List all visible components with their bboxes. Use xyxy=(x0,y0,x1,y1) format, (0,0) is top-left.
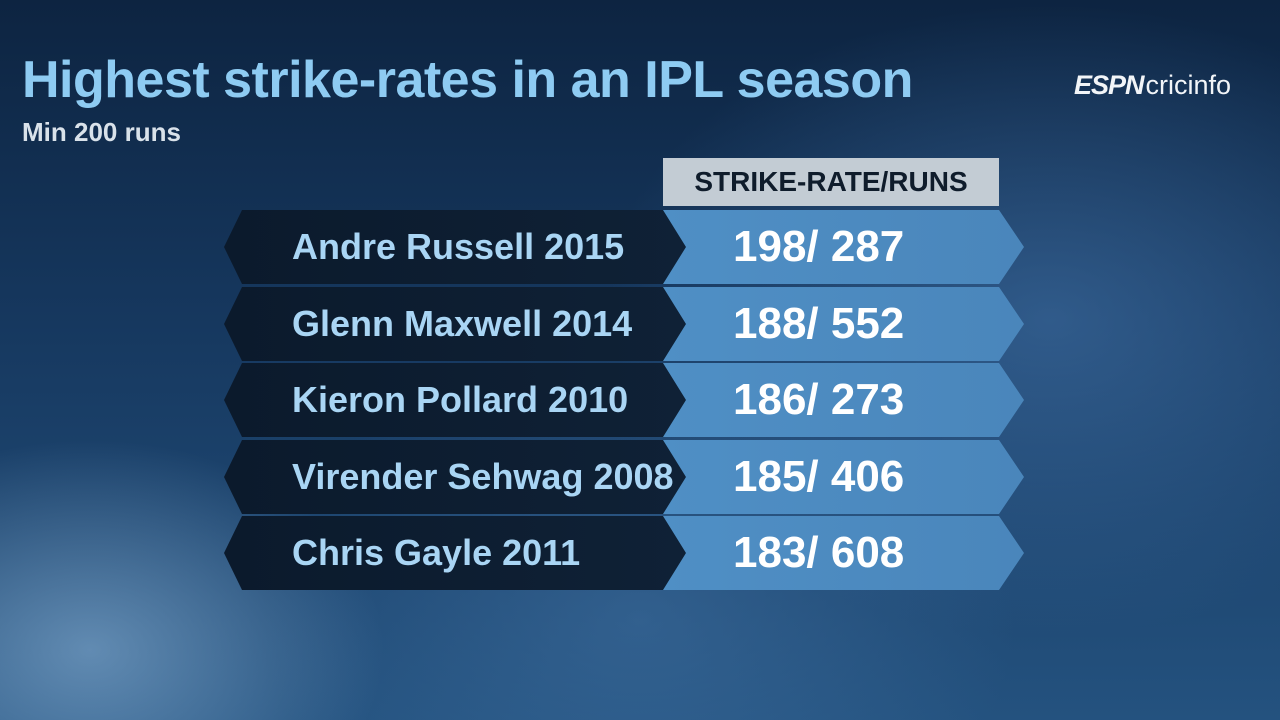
player-name-cell xyxy=(224,516,686,590)
value-cell: 188/ 552 xyxy=(663,287,1024,361)
strike-rate-runs-value: 198/ 287 xyxy=(733,222,905,271)
value-cell: 186/ 273 xyxy=(663,363,1024,437)
player-name: Virender Sehwag 2008 xyxy=(292,456,674,497)
player-name: Chris Gayle 2011 xyxy=(292,532,581,573)
table-row: Andre Russell 2015 198/ 287 xyxy=(224,210,1024,284)
espncricinfo-logo: ESPNcricinfo xyxy=(1074,70,1231,101)
value-cell: 183/ 608 xyxy=(663,516,1024,590)
logo-espn-text: ESPN xyxy=(1074,70,1145,100)
column-header: STRIKE-RATE/RUNS xyxy=(663,158,999,206)
chart-subtitle: Min 200 runs xyxy=(22,117,181,147)
chart-title: Highest strike-rates in an IPL season xyxy=(22,51,913,109)
table-row: Glenn Maxwell 2014 188/ 552 xyxy=(224,287,1024,361)
player-name-cell xyxy=(224,287,686,361)
strike-rate-runs-value: 183/ 608 xyxy=(733,528,905,577)
player-name: Glenn Maxwell 2014 xyxy=(292,303,633,344)
strike-rate-runs-value: 188/ 552 xyxy=(733,299,905,348)
strike-rate-runs-value: 186/ 273 xyxy=(733,375,905,424)
player-name-cell xyxy=(224,363,686,437)
table-row: Virender Sehwag 2008 185/ 406 xyxy=(224,440,1024,514)
player-name: Kieron Pollard 2010 xyxy=(292,379,629,420)
strike-rate-runs-value: 185/ 406 xyxy=(733,452,905,501)
table-row: Kieron Pollard 2010 186/ 273 xyxy=(224,363,1024,437)
table-row: Chris Gayle 2011 183/ 608 xyxy=(224,516,1024,590)
player-name-cell xyxy=(224,210,686,284)
player-name: Andre Russell 2015 xyxy=(292,226,625,267)
value-cell: 185/ 406 xyxy=(663,440,1024,514)
value-cell: 198/ 287 xyxy=(663,210,1024,284)
player-name-cell xyxy=(224,440,686,514)
logo-cricinfo-text: cricinfo xyxy=(1145,70,1232,100)
